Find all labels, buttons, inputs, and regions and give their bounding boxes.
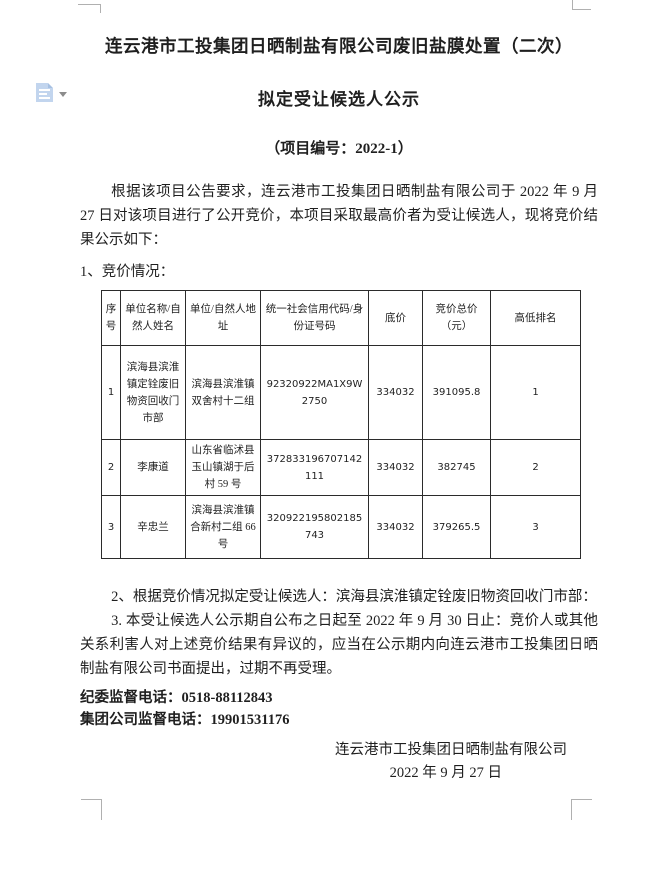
document-title: 连云港市工投集团日晒制盐有限公司废旧盐膜处置（二次）	[105, 36, 573, 56]
column-header-credit-code: 统一社会信用代码/身份证号码	[260, 290, 369, 346]
bid-results-table: 序号 单位名称/自然人姓名 单位/自然人地址 统一社会信用代码/身份证号码 底价…	[101, 290, 581, 559]
signature-company: 连云港市工投集团日晒制盐有限公司	[335, 742, 567, 758]
cell-address: 滨海县滨淮镇双舍村十二组	[185, 345, 261, 440]
cell-total-bid: 391095.8	[422, 345, 491, 440]
column-header-base-price: 底价	[368, 290, 423, 346]
column-header-index: 序号	[101, 290, 121, 346]
crop-mark-top-right-icon	[572, 0, 591, 10]
cell-total-bid: 382745	[422, 439, 491, 496]
section2-paragraph: 2、根据竞价情况拟定受让候选人：滨海县滨淮镇定铨废旧物资回收门市部：	[111, 589, 597, 605]
discipline-phone-line: 纪委监督电话：0518-88112843	[80, 690, 273, 706]
column-header-rank: 高低排名	[490, 290, 581, 346]
section1-heading: 1、竞价情况：	[80, 264, 175, 280]
paste-options-button[interactable]	[36, 83, 70, 105]
crop-mark-bottom-right-icon	[571, 799, 592, 820]
cell-index: 1	[101, 345, 121, 440]
cell-address: 滨海县滨淮镇合新村二组 66 号	[185, 495, 261, 559]
intro-paragraph: 根据该项目公告要求，连云港市工投集团日晒制盐有限公司于 2022 年 9 月 2…	[80, 184, 598, 248]
cell-name: 李康道	[120, 439, 186, 496]
cell-rank: 3	[490, 495, 581, 559]
cell-base-price: 334032	[368, 439, 423, 496]
cell-base-price: 334032	[368, 495, 423, 559]
section3-paragraph: 3. 本受让候选人公示期自公布之日起至 2022 年 9 月 30 日止：竞价人…	[80, 613, 598, 677]
project-number: （项目编号：2022-1）	[265, 141, 413, 157]
cell-address: 山东省临沭县玉山镇湖于后村 59 号	[185, 439, 261, 496]
cell-credit-code: 372833196707142111	[260, 439, 369, 496]
cell-index: 2	[101, 439, 121, 496]
table-header-row: 序号 单位名称/自然人姓名 单位/自然人地址 统一社会信用代码/身份证号码 底价…	[101, 290, 581, 346]
cell-rank: 1	[490, 345, 581, 440]
chevron-down-icon[interactable]	[59, 92, 67, 97]
signature-block: 连云港市工投集团日晒制盐有限公司 2022 年 9 月 27 日	[80, 739, 598, 785]
crop-mark-top-left-icon	[78, 4, 101, 13]
column-header-total-bid: 竞价总价（元）	[422, 290, 491, 346]
cell-index: 3	[101, 495, 121, 559]
cell-base-price: 334032	[368, 345, 423, 440]
cell-rank: 2	[490, 439, 581, 496]
crop-mark-bottom-left-icon	[81, 799, 102, 820]
cell-credit-code: 92320922MA1X9W2750	[260, 345, 369, 440]
paste-clipboard-icon	[36, 83, 53, 102]
cell-credit-code: 320922195802185743	[260, 495, 369, 559]
signature-date: 2022 年 9 月 27 日	[389, 765, 502, 781]
table-row: 3 辛忠兰 滨海县滨淮镇合新村二组 66 号 32092219580218574…	[101, 495, 581, 559]
column-header-name: 单位名称/自然人姓名	[120, 290, 186, 346]
column-header-address: 单位/自然人地址	[185, 290, 261, 346]
contact-info: 纪委监督电话：0518-88112843 集团公司监督电话：1990153117…	[80, 687, 598, 731]
cell-total-bid: 379265.5	[422, 495, 491, 559]
cell-name: 辛忠兰	[120, 495, 186, 559]
cell-name: 滨海县滨淮镇定铨废旧物资回收门市部	[120, 345, 186, 440]
document-subtitle: 拟定受让候选人公示	[258, 90, 420, 109]
table-row: 1 滨海县滨淮镇定铨废旧物资回收门市部 滨海县滨淮镇双舍村十二组 9232092…	[101, 345, 581, 440]
table-row: 2 李康道 山东省临沭县玉山镇湖于后村 59 号 372833196707142…	[101, 439, 581, 496]
group-phone-line: 集团公司监督电话：19901531176	[80, 712, 290, 728]
